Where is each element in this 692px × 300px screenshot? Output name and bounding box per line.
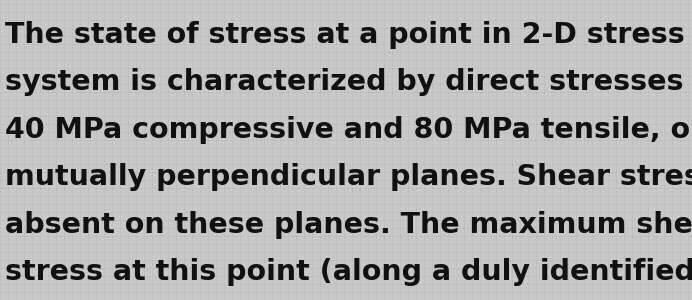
Text: stress at this point (along a duly identified plane) is: stress at this point (along a duly ident… [5,258,692,286]
Text: mutually perpendicular planes. Shear stress is: mutually perpendicular planes. Shear str… [5,163,692,191]
Text: The state of stress at a point in 2-D stress: The state of stress at a point in 2-D st… [5,21,685,49]
Text: system is characterized by direct stresses of: system is characterized by direct stress… [5,68,692,96]
Text: absent on these planes. The maximum shear: absent on these planes. The maximum shea… [5,211,692,239]
Text: 40 MPa compressive and 80 MPa tensile, on: 40 MPa compressive and 80 MPa tensile, o… [5,116,692,144]
